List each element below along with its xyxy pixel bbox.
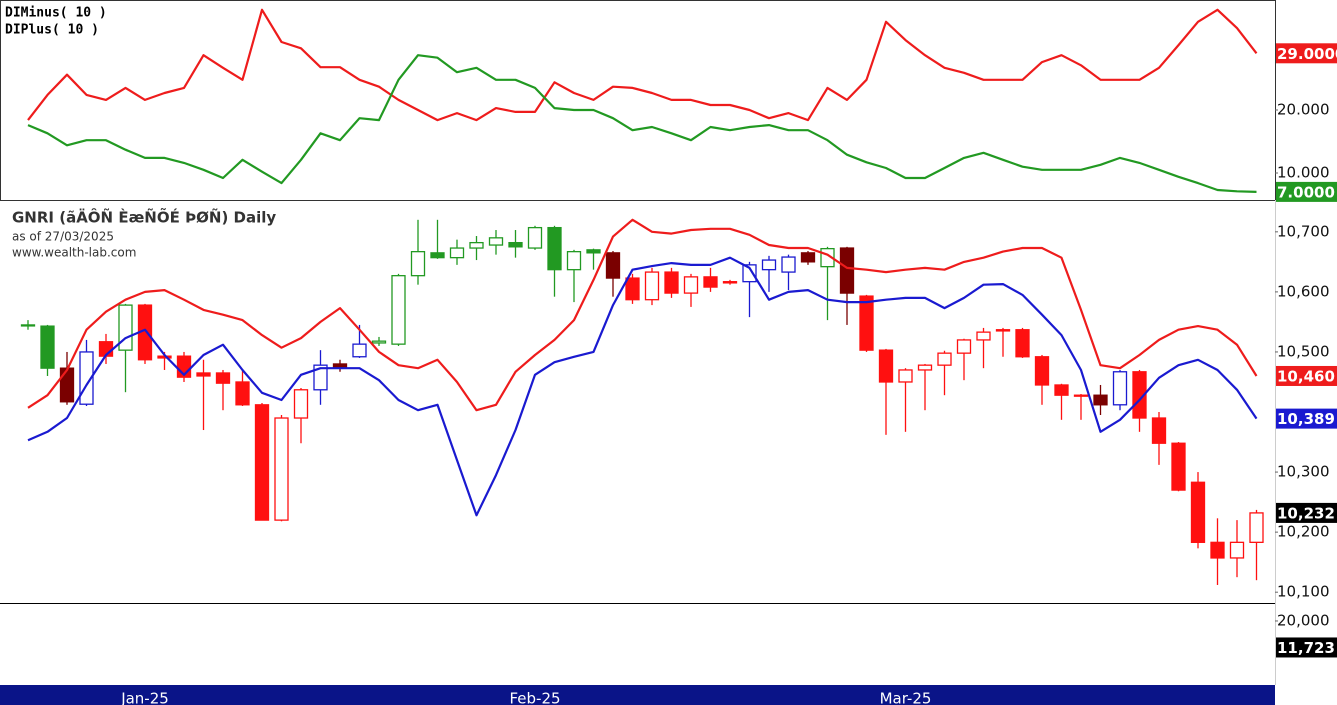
last-value-label: 7.0000 (1277, 183, 1335, 201)
candle-body (1034, 356, 1050, 386)
candle-body (1093, 394, 1108, 406)
y-tick-label: 10,500 (1277, 342, 1330, 360)
candle-body (274, 417, 289, 521)
x-tick-label: Jan-25 (120, 690, 169, 705)
candle-body (293, 389, 309, 419)
candle-body (449, 247, 465, 259)
indicator-pane (0, 0, 1276, 201)
chart-title: GNRI (ãÄÔÑ ÈæÑÕÉ ÞØÑ) Daily (12, 208, 276, 227)
candle-body (937, 352, 952, 366)
candle-body (40, 325, 55, 369)
candle-body (1190, 481, 1206, 543)
candle-body (644, 271, 660, 301)
indicator-line (27, 54, 1257, 193)
candle-body (995, 329, 1011, 332)
last-value-box (1276, 365, 1337, 386)
candle-body (547, 226, 562, 271)
y-tick-label: 10,200 (1277, 523, 1330, 541)
last-value-label: 10,389 (1277, 410, 1335, 428)
last-value-box (1276, 43, 1337, 64)
y-tick-label: 10,100 (1277, 583, 1330, 601)
last-value-box (1276, 502, 1337, 523)
candle-body (508, 241, 523, 248)
candle-body (683, 276, 699, 294)
candle-body (722, 281, 738, 284)
candle-body (878, 349, 894, 383)
candle-body (196, 372, 211, 377)
candle-body (703, 276, 718, 288)
candle-body (898, 369, 913, 383)
candle-body (976, 331, 991, 341)
candle-body (410, 250, 426, 277)
x-tick-label: Feb-25 (509, 690, 560, 705)
y-tick-label: 10,300 (1277, 463, 1330, 481)
last-value-box (1276, 181, 1337, 202)
candle-body (859, 295, 874, 351)
candle-body (742, 264, 757, 283)
x-tick-label: Mar-25 (880, 690, 932, 705)
candle-body (254, 404, 270, 521)
last-value-label: 11,723 (1277, 639, 1335, 657)
candle-body (430, 252, 445, 259)
y-tick-label: 20.000 (1277, 100, 1330, 118)
legend-entry: DIMinus( 10 ) (5, 6, 107, 21)
candle-body (800, 252, 816, 263)
y-tick-label: 10,700 (1277, 222, 1330, 240)
indicator-line (27, 256, 1258, 517)
candle-body (313, 364, 328, 391)
candle-body (839, 247, 855, 294)
candle-body (1054, 384, 1069, 396)
candle-body (625, 277, 640, 301)
date-axis-bar (0, 685, 1275, 705)
candle-body (1073, 394, 1089, 397)
candle-body (761, 259, 777, 271)
y-tick-label: 10.000 (1277, 163, 1330, 181)
candle-body (664, 271, 679, 294)
last-value-label: 10,232 (1277, 504, 1335, 522)
candle-body (1249, 512, 1264, 543)
last-value-label: 29.0000 (1277, 45, 1337, 63)
candle-body (566, 250, 582, 271)
candle-body (352, 343, 367, 358)
chart-source: www.wealth-lab.com (12, 246, 136, 260)
candle-body (469, 241, 484, 249)
candle-body (527, 226, 543, 249)
candle-body (332, 363, 348, 368)
candle-body (215, 372, 231, 384)
chart-subtitle: as of 27/03/2025 (12, 230, 114, 244)
candle-body (956, 339, 972, 354)
candle-body (917, 364, 933, 371)
candle-body (781, 256, 796, 273)
candle-body (391, 275, 406, 345)
last-value-box (1276, 637, 1337, 658)
candle-body (586, 249, 601, 254)
candle-body (235, 381, 250, 406)
candle-body (1229, 541, 1245, 559)
y-tick-label: 10,600 (1277, 282, 1330, 300)
last-value-box (1276, 408, 1337, 429)
candle-body (118, 304, 133, 351)
candle-body (20, 324, 36, 327)
candle-body (371, 340, 387, 344)
candle-body (1151, 417, 1167, 444)
candle-body (1112, 371, 1128, 406)
candle-body (1015, 329, 1030, 358)
candle-body (605, 252, 621, 279)
y-tick-label: 20,000 (1277, 611, 1330, 629)
indicator-line (27, 218, 1258, 412)
last-value-label: 10,460 (1277, 367, 1335, 385)
candle-body (1132, 371, 1147, 419)
legend-entry: DIPlus( 10 ) (5, 23, 99, 38)
indicator-line (27, 8, 1258, 122)
candle-body (59, 367, 75, 403)
candle-body (1210, 541, 1225, 559)
candle-body (488, 237, 504, 246)
candle-body (1171, 442, 1186, 491)
